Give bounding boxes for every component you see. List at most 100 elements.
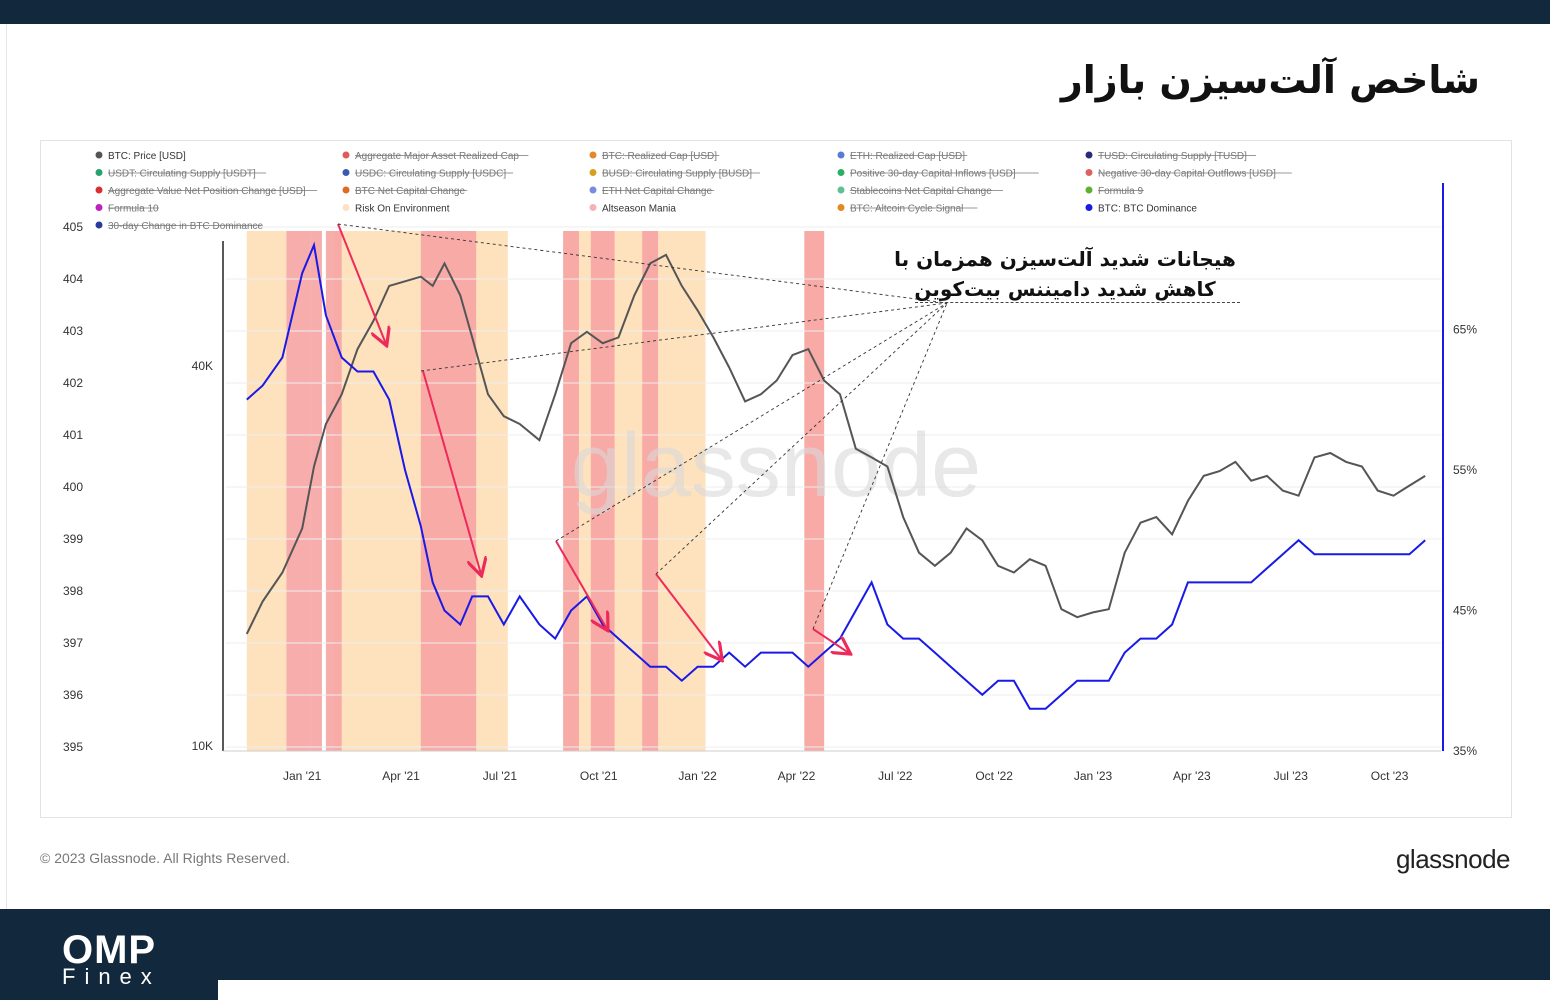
altseason-band-0: [286, 231, 311, 751]
x-tick-label: Oct '21: [580, 769, 618, 783]
chart: glassnode Jan '21 Apr '21 Jul '21 Oct '21 Jan…: [63, 151, 1477, 783]
risk-on-band-2: [563, 231, 706, 751]
y-left-outer-tick: 405: [63, 220, 83, 234]
red-arrow-3: [655, 573, 721, 659]
x-tick-label: Jul '23: [1274, 769, 1309, 783]
x-tick-label: Jan '22: [678, 769, 717, 783]
legend-label: BTC: Altcoin Cycle Signal: [850, 204, 963, 215]
altseason-band-6: [642, 231, 659, 751]
omp-logo: OMP: [62, 928, 157, 972]
legend-label: USDT: Circulating Supply [USDT]: [108, 169, 256, 180]
finex-logo: Finex: [62, 964, 161, 989]
legend-label: Stablecoins Net Capital Change: [850, 186, 992, 197]
footer-brand-logo: glassnode: [1395, 844, 1511, 874]
callout-line-0: [337, 223, 948, 304]
legend-label: BTC Net Capital Change: [355, 186, 465, 197]
x-tick-label: Apr '21: [382, 769, 420, 783]
legend-swatch: [1085, 204, 1093, 211]
legend-swatch: [95, 221, 103, 229]
legend-swatch: [95, 151, 103, 159]
legend-swatch: [589, 186, 597, 194]
x-tick-label: Jul '21: [483, 769, 518, 783]
legend-label: TUSD: Circulating Supply [TUSD]: [1098, 151, 1247, 162]
y-left-outer-tick: 401: [63, 428, 83, 442]
legend-label: Negative 30-day Capital Outflows [USD]: [1098, 169, 1276, 180]
legend-label: ETH Net Capital Change: [602, 186, 712, 197]
y-right-tick: 35%: [1453, 744, 1477, 758]
y-left-outer-tick: 400: [63, 480, 83, 494]
legend-swatch: [342, 169, 350, 176]
red-arrow-4: [812, 628, 849, 653]
legend-label: Formula 9: [1098, 186, 1143, 197]
legend-label: Risk On Environment: [355, 204, 450, 215]
x-tick-label: Apr '23: [1173, 769, 1211, 783]
y-left-inner-tick: 40K: [192, 359, 213, 373]
y-left-outer-tick: 398: [63, 584, 83, 598]
callout-line-3: [655, 302, 948, 575]
annotation-underline: [915, 302, 1240, 303]
page-title: شاخص آلت‌سیزن بازار: [1060, 58, 1480, 102]
altseason-band-1: [310, 231, 322, 751]
footer-copyright: © 2023 Glassnode. All Rights Reserved.: [40, 850, 291, 866]
annotation-line-1: هیجانات شدید آلت‌سیزن همزمان با: [894, 247, 1236, 271]
y-left-outer-tick: 396: [63, 688, 83, 702]
legend-swatch: [342, 204, 350, 211]
risk-on-band-0: [246, 231, 287, 751]
annotation-line-2: کاهش شدید دامیننس بیت‌کوین: [914, 277, 1216, 301]
legend-swatch: [837, 204, 845, 211]
y-left-outer-tick: 395: [63, 740, 83, 754]
y-right-tick: 65%: [1453, 322, 1477, 336]
legend-label: BTC: Realized Cap [USD]: [602, 151, 717, 162]
altseason-band-3: [420, 231, 477, 751]
watermark: glassnode: [571, 416, 981, 516]
callout-line-1: [420, 302, 948, 372]
y-right-tick: 45%: [1453, 603, 1477, 617]
legend-swatch: [589, 204, 597, 211]
legend-swatch: [342, 186, 350, 194]
risk-on-band-1: [333, 231, 508, 751]
y-left-outer-tick: 403: [63, 324, 83, 338]
legend-swatch: [95, 204, 103, 211]
legend-swatch: [837, 151, 845, 159]
altseason-band-4: [563, 231, 579, 751]
altseason-band-2: [325, 231, 342, 751]
chart-annotation: هیجانات شدید آلت‌سیزن همزمان با کاهش شدی…: [880, 244, 1250, 304]
bottom-white-strip: [218, 980, 1550, 1000]
red-arrow-2: [555, 540, 607, 629]
legend-swatch: [837, 169, 845, 176]
y-left-outer-tick: 397: [63, 636, 83, 650]
x-tick-label: Jan '23: [1074, 769, 1113, 783]
callout-line-2: [555, 302, 948, 542]
callout-line-4: [812, 302, 948, 630]
altseason-band-7: [804, 231, 825, 751]
x-tick-label: Oct '23: [1371, 769, 1409, 783]
x-tick-label: Jan '21: [283, 769, 322, 783]
x-tick-label: Oct '22: [975, 769, 1013, 783]
legend-label: Altseason Mania: [602, 204, 676, 215]
top-bar: [0, 0, 1550, 24]
legend-label: BUSD: Circulating Supply [BUSD]: [602, 169, 752, 180]
x-tick-label: Apr '22: [778, 769, 816, 783]
x-tick-label: Jul '22: [878, 769, 913, 783]
y-left-outer-tick: 404: [63, 272, 83, 286]
red-arrow-0: [337, 223, 386, 344]
legend-swatch: [1085, 186, 1093, 194]
chart-frame: glassnode Jan '21 Apr '21 Jul '21 Oct '21 Jan…: [40, 140, 1512, 818]
legend-label: BTC: Price [USD]: [108, 151, 186, 162]
y-right-tick: 55%: [1453, 463, 1477, 477]
red-arrow-1: [422, 370, 481, 574]
legend-label: Aggregate Value Net Position Change [USD…: [108, 186, 306, 197]
legend-label: Formula 10: [108, 204, 159, 215]
btc-price-line: [245, 253, 1426, 635]
legend-label: USDC: Circulating Supply [USDC]: [355, 169, 506, 180]
legend-label: ETH: Realized Cap [USD]: [850, 151, 965, 162]
legend-swatch: [837, 186, 845, 194]
legend-swatch: [589, 151, 597, 159]
y-left-inner-tick: 10K: [192, 739, 213, 753]
legend-swatch: [1085, 169, 1093, 176]
y-left-outer-tick: 402: [63, 376, 83, 390]
legend-label: BTC: BTC Dominance: [1098, 204, 1197, 215]
legend-label: Aggregate Major Asset Realized Cap: [355, 151, 519, 162]
legend-swatch: [95, 169, 103, 176]
legend-swatch: [589, 169, 597, 176]
